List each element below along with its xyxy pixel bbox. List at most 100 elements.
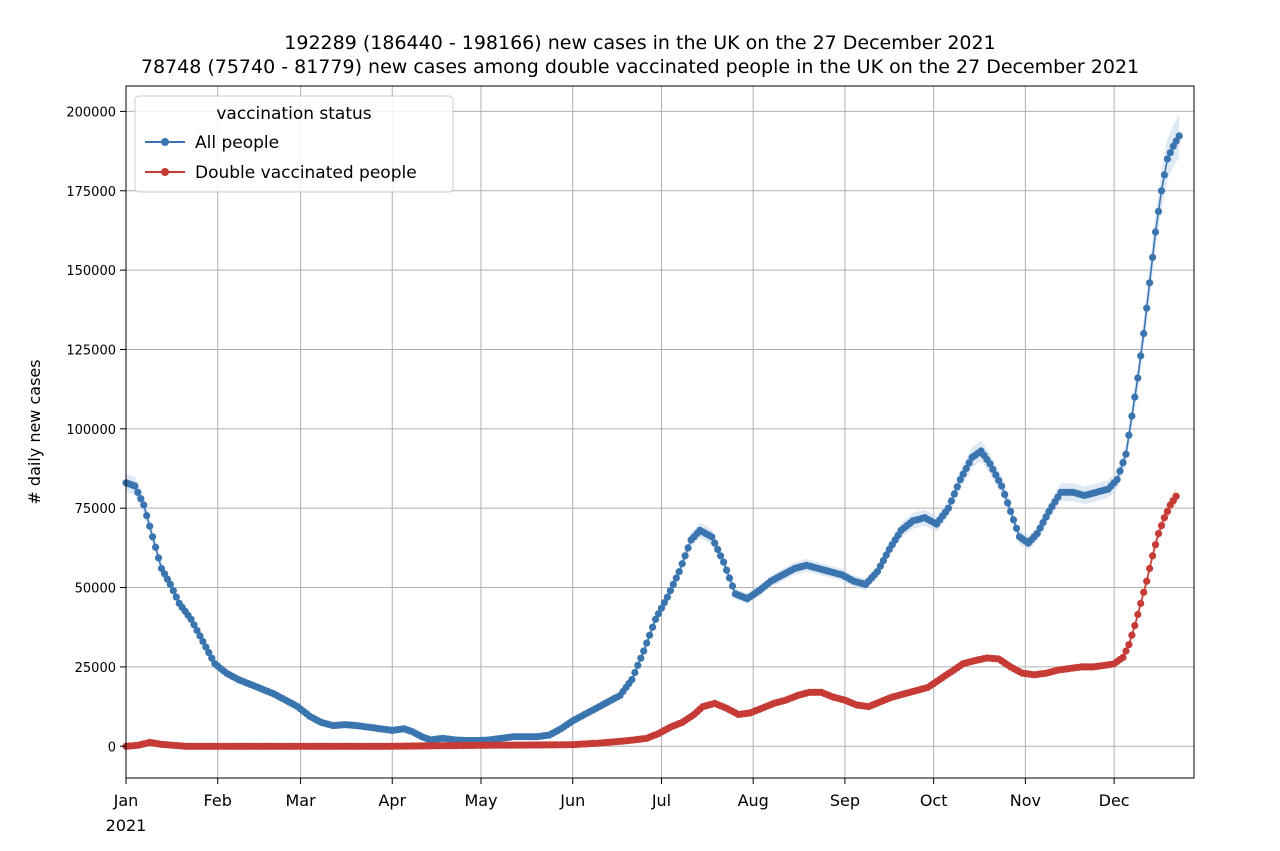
x-tick-label: Jan [113, 791, 139, 810]
data-point [1131, 622, 1139, 630]
data-point [193, 626, 201, 635]
data-point [1140, 330, 1148, 338]
chart-title-line-2: 78748 (75740 - 81779) new cases among do… [140, 56, 1140, 78]
data-point [1154, 207, 1163, 215]
data-point [675, 568, 683, 576]
data-point [646, 631, 654, 639]
y-tick-label: 75000 [75, 502, 116, 517]
data-point [160, 570, 169, 578]
confidence-bands [126, 114, 1180, 748]
x-tick-label: Aug [738, 791, 769, 810]
x-tick-label: Dec [1099, 791, 1130, 810]
data-point [1131, 393, 1139, 401]
data-point [652, 615, 660, 623]
data-point [998, 482, 1006, 490]
data-point [169, 587, 177, 595]
data-point [1160, 171, 1168, 179]
data-point [1140, 588, 1148, 596]
data-point [137, 495, 145, 503]
year-label: 2021 [106, 816, 147, 835]
data-point [956, 476, 964, 484]
y-tick-label: 150000 [66, 264, 116, 279]
data-point [672, 574, 680, 582]
x-tick-label: May [464, 791, 497, 810]
data-point [208, 654, 216, 662]
data-point [202, 643, 210, 651]
data-point [140, 501, 148, 509]
series-markers-0 [122, 132, 1183, 745]
legend-marker-1 [161, 168, 169, 176]
y-tick-label: 200000 [66, 105, 116, 120]
data-point [681, 552, 689, 560]
data-point [720, 558, 728, 566]
legend-label-1: Double vaccinated people [195, 163, 417, 183]
data-point [1146, 279, 1154, 287]
x-tick-label: Nov [1010, 791, 1041, 810]
data-point [1128, 631, 1136, 639]
legend-marker-0 [161, 138, 169, 146]
data-point [1172, 492, 1180, 500]
legend-title: vaccination status [216, 104, 371, 124]
data-point [190, 621, 198, 629]
data-point [1137, 599, 1145, 608]
data-point [1119, 653, 1127, 662]
data-point [959, 470, 967, 478]
data-point [953, 483, 961, 491]
data-point [1007, 507, 1015, 515]
data-point [187, 615, 195, 623]
data-point [1125, 431, 1133, 439]
data-point [1149, 552, 1157, 560]
data-point [663, 593, 672, 601]
data-point [149, 533, 157, 541]
data-series [122, 132, 1183, 750]
data-point [1122, 647, 1130, 655]
data-point [1113, 476, 1121, 484]
data-point [1122, 450, 1130, 458]
data-point [196, 632, 204, 640]
x-tick-label: Feb [204, 791, 232, 810]
y-tick-label: 125000 [66, 343, 116, 358]
data-point [1125, 641, 1133, 649]
data-point [986, 460, 994, 468]
data-point [1151, 228, 1160, 236]
data-point [1154, 530, 1163, 538]
data-point [1134, 610, 1142, 619]
y-axis: 0 25000 50000 75000 100000 125000 150000 175000… [66, 105, 126, 755]
plot-frame [125, 85, 1195, 779]
data-point [714, 545, 722, 554]
data-point [628, 676, 636, 684]
legend: vaccination status All people Double vacci… [134, 95, 454, 193]
data-point [1012, 524, 1021, 532]
x-axis: Jan Feb Mar Apr May Jun Jul Aug Sep Oct Nov Dec [113, 778, 1130, 810]
y-tick-label: 100000 [66, 423, 116, 438]
data-point [1146, 564, 1154, 573]
data-point [631, 668, 639, 677]
data-point [657, 604, 666, 612]
data-point [643, 639, 651, 647]
data-point [660, 599, 669, 607]
data-point [1143, 577, 1151, 585]
data-point [1134, 374, 1142, 382]
data-point [1001, 490, 1009, 498]
data-point [666, 587, 675, 595]
x-tick-label: Mar [285, 791, 316, 810]
y-tick-label: 50000 [75, 582, 116, 597]
data-point [723, 566, 731, 574]
legend-box [134, 95, 454, 193]
data-point [1157, 522, 1166, 530]
data-point [1149, 253, 1157, 261]
data-point [876, 562, 885, 570]
y-tick-label: 175000 [66, 185, 116, 200]
series-markers-1 [122, 492, 1180, 750]
data-point [143, 511, 151, 520]
data-point [1160, 514, 1168, 522]
legend-label-0: All people [195, 133, 279, 153]
chart-title-line-1: 192289 (186440 - 198166) new cases in th… [284, 32, 996, 54]
data-point [1116, 467, 1124, 475]
data-point [725, 574, 734, 582]
data-point [1004, 499, 1012, 507]
data-point [1163, 155, 1171, 163]
data-point [172, 593, 180, 601]
data-point [965, 459, 973, 467]
